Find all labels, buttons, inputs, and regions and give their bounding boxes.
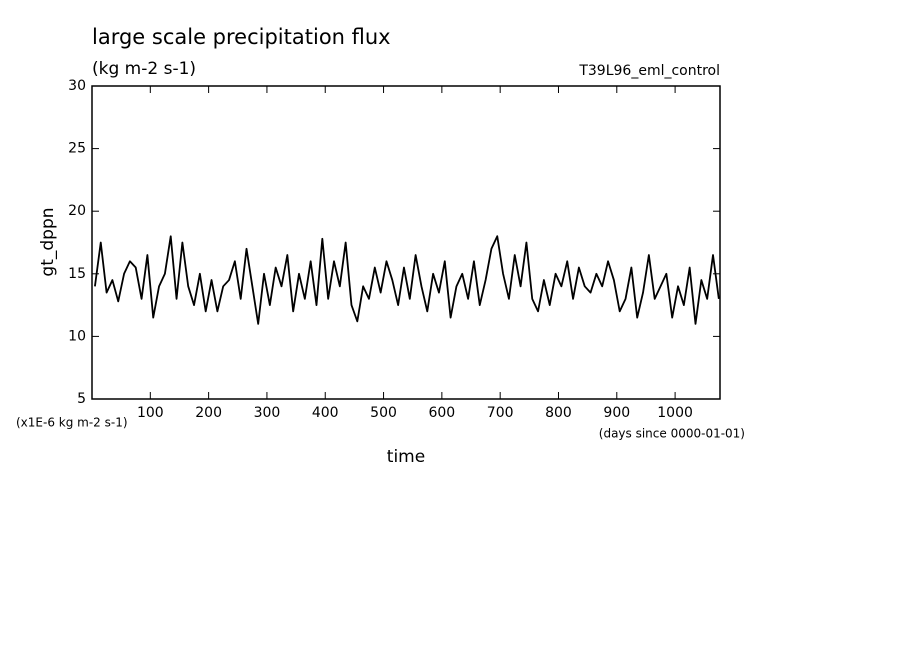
y-tick-label: 30 [68, 78, 86, 94]
x-tick-label: 100 [137, 405, 164, 421]
y-unit-note: (x1E-6 kg m-2 s-1) [16, 416, 128, 430]
x-axis-label: time [387, 447, 425, 467]
y-tick-label: 25 [68, 141, 86, 157]
x-tick-label: 500 [370, 405, 397, 421]
y-tick-label: 15 [68, 266, 86, 282]
x-unit-note: (days since 0000-01-01) [599, 427, 745, 441]
x-tick-label: 600 [428, 405, 455, 421]
x-tick-label: 300 [254, 405, 281, 421]
y-tick-label: 10 [68, 328, 86, 344]
x-tick-label: 900 [603, 405, 630, 421]
data-line [94, 235, 720, 325]
y-axis-label: gt_dppn [38, 207, 58, 276]
y-tick-label: 5 [77, 391, 86, 407]
x-tick-label: 1000 [657, 405, 693, 421]
x-tick-label: 700 [487, 405, 514, 421]
plot-frame [91, 85, 721, 400]
chart-subtitle: (kg m-2 s-1) [92, 59, 196, 79]
x-tick-label: 800 [545, 405, 572, 421]
run-label: T39L96_eml_control [578, 63, 720, 79]
x-tick-label: 400 [312, 405, 339, 421]
chart-title: large scale precipitation flux [92, 25, 391, 49]
y-tick-label: 20 [68, 203, 86, 219]
x-tick-label: 200 [195, 405, 222, 421]
